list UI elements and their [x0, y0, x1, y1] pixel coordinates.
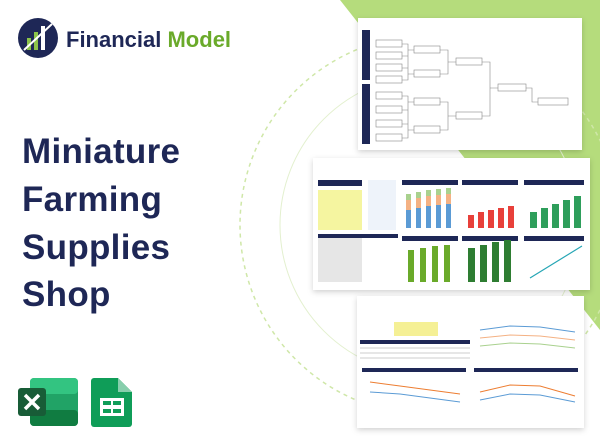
screenshot-card [358, 18, 582, 150]
sheets-icon [91, 378, 132, 427]
excel-icon [18, 378, 78, 426]
title-line: Miniature [22, 132, 180, 171]
brand-part: Financial [66, 27, 161, 52]
screenshot-card [357, 296, 584, 428]
brand-part: Model [167, 27, 231, 52]
screenshot-card [313, 158, 590, 290]
title-line: Shop [22, 275, 111, 314]
title-line: Farming [22, 180, 162, 219]
brand-name: Financial Model [66, 27, 231, 52]
title-line: Supplies [22, 228, 170, 267]
logo [18, 18, 58, 58]
